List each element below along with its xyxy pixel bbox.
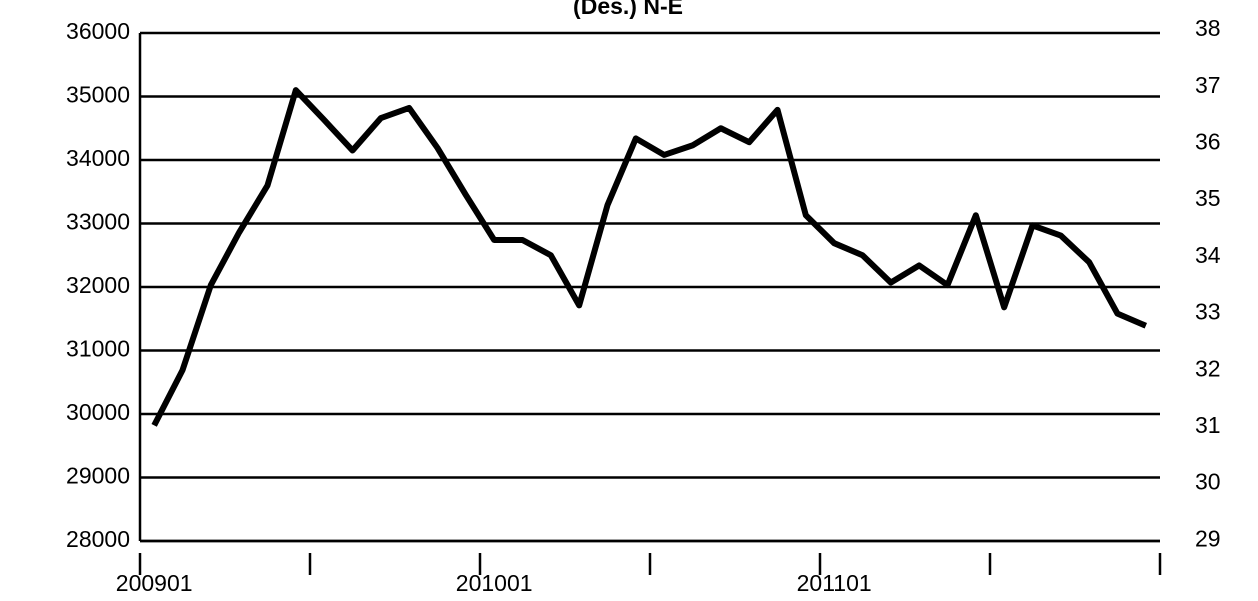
- clipped-axis-label: 32: [1195, 355, 1221, 381]
- x-tick-label: 201101: [797, 570, 872, 596]
- y-tick-label: 30000: [66, 399, 130, 425]
- y-tick-label: 28000: [66, 526, 130, 552]
- chart-title: (Des.) N-E: [573, 0, 683, 19]
- clipped-axis-label: 34: [1195, 242, 1221, 268]
- clipped-axis-label: 38: [1195, 15, 1221, 41]
- x-tick-label: 201001: [456, 570, 533, 596]
- clipped-axis-label: 31: [1195, 412, 1221, 438]
- clipped-axis-label: 30: [1195, 469, 1221, 495]
- clipped-axis-label: 29: [1195, 525, 1221, 551]
- clipped-axis-label: 36: [1195, 128, 1221, 154]
- data-line: [151, 87, 1148, 427]
- x-tick-label: 200901: [116, 570, 193, 596]
- clipped-axis-label: 37: [1195, 72, 1221, 98]
- clipped-axis-label: 35: [1195, 185, 1221, 211]
- y-tick-label: 32000: [66, 272, 130, 298]
- y-tick-label: 35000: [66, 82, 130, 108]
- y-tick-label: 36000: [66, 18, 130, 44]
- y-tick-label: 33000: [66, 209, 130, 235]
- clipped-axis-label: 33: [1195, 299, 1221, 325]
- y-tick-label: 29000: [66, 463, 130, 489]
- y-tick-label: 34000: [66, 145, 130, 171]
- y-tick-label: 31000: [66, 336, 130, 362]
